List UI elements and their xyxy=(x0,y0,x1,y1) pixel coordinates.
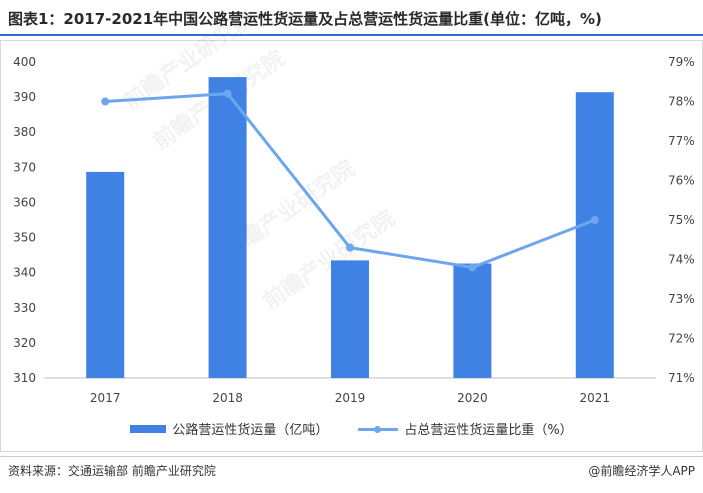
line-point xyxy=(346,243,354,252)
y-left-tick-label: 350 xyxy=(13,231,36,245)
x-tick-label: 2017 xyxy=(90,391,121,405)
axes: 310 320 330 340 350 360 370 380 390 400 71% 72% 73% 7… xyxy=(13,55,695,405)
y-left-tick-label: 380 xyxy=(13,125,36,139)
y-left-tick-label: 370 xyxy=(13,160,36,174)
bar xyxy=(208,77,247,378)
line-point xyxy=(223,89,232,98)
credit-note: @前瞻经济学人APP xyxy=(588,464,695,478)
bar xyxy=(331,260,369,378)
line-point xyxy=(468,263,477,272)
bar xyxy=(86,171,125,378)
title-rule xyxy=(0,34,703,36)
y-left-tick-label: 400 xyxy=(13,55,36,69)
x-tick-label: 2018 xyxy=(212,391,243,405)
y-left-tick-label: 330 xyxy=(13,301,36,315)
source-note: 资料来源：交通运输部 前瞻产业研究院 xyxy=(8,464,216,478)
y-left-tick-label: 320 xyxy=(13,336,36,350)
legend-label-bar: 公路营运性货运量（亿吨） xyxy=(172,423,329,438)
x-tick-label: 2020 xyxy=(457,391,488,405)
bar-series xyxy=(86,77,614,378)
x-tick-label: 2021 xyxy=(580,391,611,405)
chart-title: 图表1：2017-2021年中国公路营运性货运量及占总营运性货运量比重(单位：亿… xyxy=(8,10,602,28)
legend-swatch-line xyxy=(358,424,399,434)
y-right-tick-label: 73% xyxy=(668,292,695,306)
y-right-tick-label: 72% xyxy=(668,332,695,346)
legend-item-bar: 公路营运性货运量（亿吨） xyxy=(130,419,328,438)
line-point xyxy=(590,216,599,224)
y-right-tick-label: 78% xyxy=(668,95,695,109)
y-left-tick-label: 390 xyxy=(13,90,36,104)
y-left-tick-label: 310 xyxy=(13,371,36,385)
y-left-tick-label: 340 xyxy=(13,266,36,280)
footer-rule xyxy=(0,456,703,457)
y-right-tick-label: 71% xyxy=(668,371,695,385)
y-right-tick-label: 75% xyxy=(668,213,695,227)
y-left-tick-label: 360 xyxy=(13,195,36,209)
x-tick-label: 2019 xyxy=(335,391,366,405)
y-right-tick-label: 74% xyxy=(668,253,695,267)
y-right-tick-label: 76% xyxy=(668,174,695,188)
bar xyxy=(575,92,614,378)
legend-swatch-bar xyxy=(130,424,167,433)
line-series xyxy=(101,89,599,272)
line-point xyxy=(101,97,110,106)
legend-item-line: 占总营运性货运量比重（%） xyxy=(358,419,573,438)
bar xyxy=(453,263,492,378)
legend-label-line: 占总营运性货运量比重（%） xyxy=(404,423,573,438)
y-right-tick-label: 79% xyxy=(668,55,695,69)
y-right-tick-label: 77% xyxy=(668,134,695,148)
legend: 公路营运性货运量（亿吨） 占总营运性货运量比重（%） xyxy=(0,419,703,438)
